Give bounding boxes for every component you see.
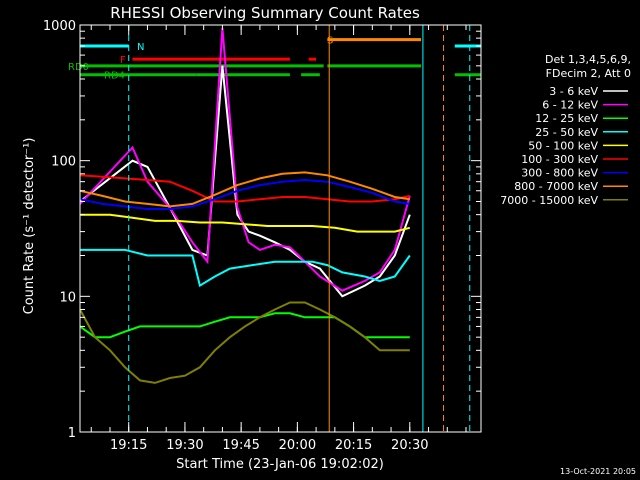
flag-annotation-label: S: [327, 36, 333, 47]
legend-entry-label: 25 - 50 keV: [535, 126, 598, 139]
series-line: [79, 171, 410, 208]
legend-entry-label: 800 - 7000 keV: [514, 180, 598, 193]
legend-header-line-1: Det 1,3,4,5,6,9,: [545, 53, 631, 66]
flag-annotation-label: RD4: [104, 71, 125, 82]
legend-entry-label: 100 - 300 keV: [521, 153, 598, 166]
legend-entry-label: 6 - 12 keV: [542, 99, 598, 112]
x-axis-label: Start Time (23-Jan-06 19:02:02): [176, 457, 384, 472]
x-tick-label: 19:30: [166, 438, 203, 453]
flag-bars: [80, 38, 481, 77]
series-line: [80, 213, 411, 233]
flag-annotation-label: RD0: [68, 62, 89, 73]
series-lines: [79, 27, 411, 384]
legend-entry-label: 50 - 100 keV: [528, 139, 598, 152]
series-line: [80, 248, 411, 288]
legend-entry-label: 7000 - 15000 keV: [500, 194, 598, 207]
series-line: [79, 27, 411, 292]
axes: 1 10 100 1000 19:15 19:30 19:45 20:00 20:15 20:30: [43, 19, 482, 453]
y-tick-label: 1: [68, 426, 76, 441]
flag-annotation-label: N: [137, 42, 144, 53]
x-tick-label: 19:15: [110, 438, 147, 453]
y-tick-label: 10: [59, 290, 76, 305]
series-line: [79, 178, 410, 210]
series-line: [79, 174, 411, 203]
flag-annotation-label: F: [120, 55, 126, 66]
legend-entry-label: 300 - 800 keV: [521, 167, 598, 180]
chart-title: RHESSI Observing Summary Count Rates: [110, 4, 420, 22]
plot-frame: [79, 24, 482, 433]
x-tick-label: 19:45: [222, 438, 259, 453]
x-tick-label: 20:15: [335, 438, 372, 453]
legend-header-line-2: FDecim 2, Att 0: [546, 67, 631, 80]
vertical-markers: NF S RD0 RD4: [68, 25, 471, 432]
footer-date: 13-Oct-2021 20:05: [560, 467, 636, 476]
series-line: [79, 301, 410, 384]
y-tick-label: 1000: [43, 19, 76, 34]
x-tick-label: 20:00: [279, 438, 316, 453]
y-tick-label: 100: [51, 155, 76, 170]
y-axis-label: Count Rate (s⁻¹ detector⁻¹): [22, 138, 37, 315]
x-tick-label: 20:30: [391, 438, 428, 453]
legend-entry-label: 12 - 25 keV: [535, 112, 598, 125]
legend-entry-label: 3 - 6 keV: [549, 85, 598, 98]
